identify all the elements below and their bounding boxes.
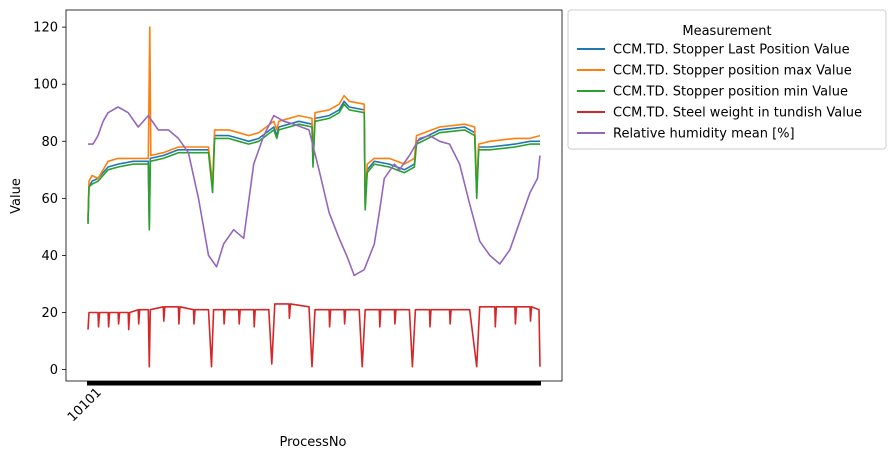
y-tick-label: 0	[50, 363, 58, 378]
legend-entry-1: CCM.TD. Stopper Last Position Value	[577, 43, 850, 58]
legend-label: CCM.TD. Steel weight in tundish Value	[613, 106, 862, 121]
series-line-2	[87, 26, 541, 219]
series-line-3	[87, 103, 540, 231]
legend: Measurement CCM.TD. Stopper Last Positio…	[567, 9, 887, 150]
plot-frame	[65, 9, 563, 382]
x-axis: 10101	[65, 385, 105, 425]
y-tick-label: 60	[41, 192, 58, 207]
x-tick-label: 10101	[65, 385, 105, 425]
y-tick-label: 100	[33, 78, 58, 93]
legend-label: CCM.TD. Stopper position max Value	[613, 64, 852, 79]
y-tick-label: 40	[41, 249, 58, 264]
y-tick-label: 120	[33, 21, 58, 36]
series-line-5	[88, 106, 541, 277]
legend-entries: CCM.TD. Stopper Last Position Value CCM.T…	[577, 43, 862, 142]
legend-label: CCM.TD. Stopper Last Position Value	[613, 43, 850, 58]
y-axis-label: Value	[9, 178, 24, 214]
legend-entry-3: CCM.TD. Stopper position min Value	[577, 85, 848, 100]
x-tick-band	[87, 381, 541, 386]
legend-label: CCM.TD. Stopper position min Value	[613, 85, 848, 100]
legend-entry-2: CCM.TD. Stopper position max Value	[577, 64, 852, 79]
legend-title: Measurement	[682, 24, 771, 39]
series-layer	[87, 26, 541, 368]
series-line-4	[87, 303, 541, 368]
legend-label: Relative humidity mean [%]	[613, 127, 795, 142]
legend-entry-5: Relative humidity mean [%]	[577, 127, 795, 142]
y-tick-label: 80	[41, 135, 58, 150]
x-axis-label: ProcessNo	[280, 435, 347, 450]
x-tick-marks	[87, 381, 541, 386]
legend-box	[567, 9, 887, 150]
legend-entry-4: CCM.TD. Steel weight in tundish Value	[577, 106, 862, 121]
y-tick-label: 20	[41, 306, 58, 321]
y-axis: 0 20 40 60 80 100 120	[33, 21, 66, 378]
